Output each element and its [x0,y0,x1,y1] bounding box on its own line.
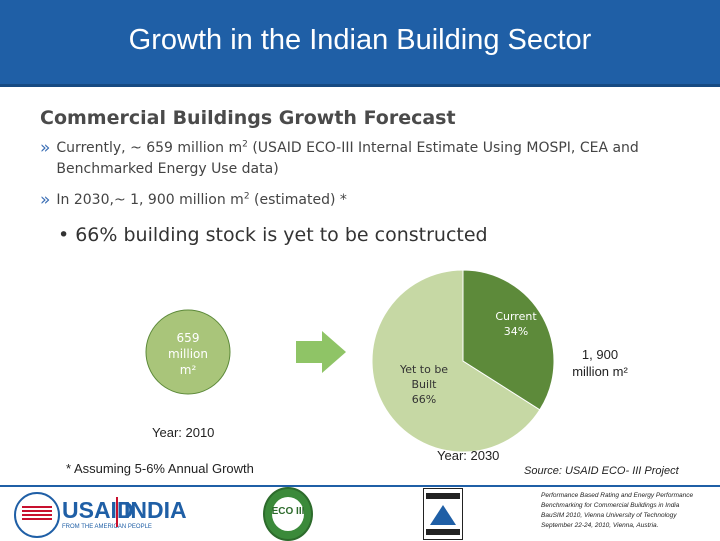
pie-2030-total-value: 1, 900 [581,347,619,362]
logo-separator [116,497,118,527]
bausim-logo-triangle [430,505,456,525]
pie-2030-total: 1, 900 million m² [560,346,640,380]
usaid-logo-subtext: FROM THE AMERICAN PEOPLE [62,524,152,530]
slice-label-current-name: Current [495,310,537,323]
usaid-seal-logo [14,492,60,538]
slice-label-yet: Yet to be Built 66% [392,362,456,407]
pie-2030-total-unit: million m² [572,364,628,379]
year-2010-label: Year: 2010 [152,425,215,440]
slice-label-yet-line: Yet to be [399,363,449,376]
bullet-2030-sup: 2 [243,191,250,202]
reference-line: Performance Based Rating and Energy Perf… [541,492,694,499]
bausim-logo [423,488,463,540]
section-subtitle: Commercial Buildings Growth Forecast [40,107,456,129]
bullet-2030: » In 2030,~ 1, 900 million m2 (estimated)… [40,190,347,212]
pie-2030-slice-current [462,269,555,411]
reference-line: BauSIM 2010, Vienna University of Techno… [541,512,677,519]
pie-2010-current [145,309,231,395]
slice-label-current: Current 34% [488,309,544,339]
slice-label-yet-line: Built [411,378,437,391]
bullet-current-sup: 2 [242,139,248,150]
year-2030-label: Year: 2030 [437,448,500,463]
usaid-logo-text: USAID [62,497,134,523]
bullet-current-text: Currently, ~ 659 million m [56,140,243,156]
flag-stripes-icon [22,506,52,520]
bullet-2030-text: In 2030,~ 1, 900 million m [56,192,244,208]
slice-label-current-value: 34% [503,325,529,338]
pie-2010-label-line: 659 [176,331,200,345]
eco-iii-logo: ECO III [263,487,313,541]
eco-logo-ring [272,497,304,531]
reference-line: September 22-24, 2010, Vienna, Austria. [541,522,659,529]
conference-reference: Performance Based Rating and Energy Perf… [541,491,717,531]
title-bar: Growth in the Indian Building Sector [0,0,720,87]
growth-arrow [296,331,346,373]
bullet-current: » Currently, ~ 659 million m2 (USAID ECO-… [40,138,680,180]
eco-logo-text: ECO III [271,506,305,517]
sub-bullet-text: 66% building stock is yet to be construc… [75,224,488,246]
bullet-dot-icon: • [58,224,70,246]
bullet-current-rest: (USAID ECO-III Internal Estimate Using M… [56,140,639,177]
chevron-icon: » [40,138,51,158]
bullet-2030-rest: (estimated) * [249,192,347,208]
pie-2030-slice-yet-to-be-built [371,269,541,453]
pie-2010-label-line: million [168,347,208,361]
pie-2010-label: 659 million m² [149,330,227,378]
assumption-note: * Assuming 5-6% Annual Growth [66,461,254,476]
sub-bullet: • 66% building stock is yet to be constru… [58,224,488,246]
slide-title: Growth in the Indian Building Sector [128,24,592,56]
bausim-logo-base [426,529,460,535]
source-note: Source: USAID ECO- III Project [524,465,679,477]
bausim-logo-bar [426,493,460,499]
slice-label-yet-value: 66% [411,393,437,406]
reference-line: Benchmarking for Commercial Buildings in… [541,502,680,509]
india-logo-text: INDIA [124,497,187,523]
pie-2010-label-line: m² [179,363,197,377]
chevron-icon: » [40,190,51,210]
footer-divider [0,485,720,487]
